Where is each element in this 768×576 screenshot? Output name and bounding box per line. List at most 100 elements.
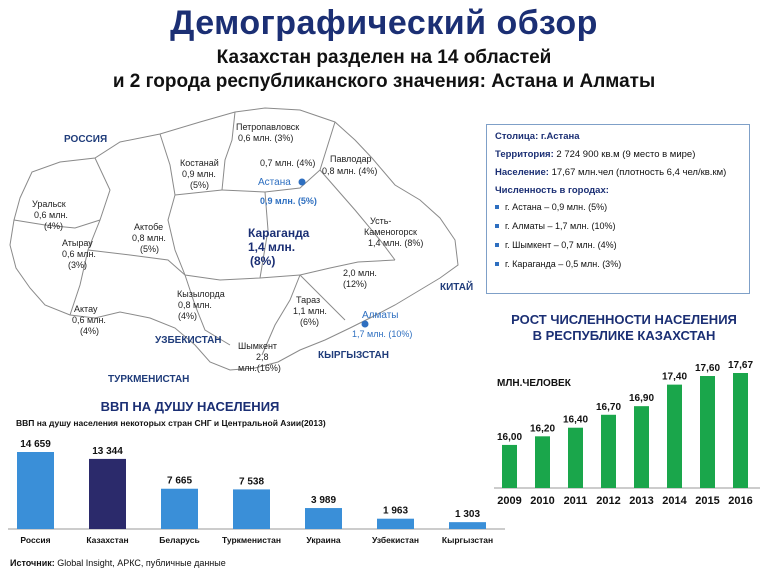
- growth-bar: [634, 406, 649, 488]
- subtitle-line-1: Казахстан разделен на 14 областей: [216, 47, 552, 68]
- country-info-box: Столица: г.Астана Территория: 2 724 900 …: [486, 124, 750, 294]
- country-china: КИТАЙ: [440, 280, 473, 293]
- svg-text:2,0 млн.: 2,0 млн.: [343, 268, 377, 278]
- gdp-category-label: Узбекистан: [372, 535, 419, 545]
- list-item: г. Шымкент – 0,7 млн. (4%): [495, 238, 741, 252]
- list-item: г. Астана – 0,9 млн. (5%): [495, 200, 741, 214]
- growth-data-label: 17,40: [662, 372, 687, 383]
- svg-text:0,6 млн.: 0,6 млн.: [62, 249, 96, 259]
- gdp-bar: [305, 508, 342, 529]
- region-pavlodar: Павлодар 0,8 млн. (4%): [322, 154, 377, 176]
- svg-text:1,7 млн. (10%): 1,7 млн. (10%): [352, 329, 412, 339]
- territory-value: 2 724 900 кв.м (9 место в мире): [556, 149, 696, 160]
- svg-text:(6%): (6%): [300, 317, 319, 327]
- growth-category-label: 2011: [564, 495, 588, 507]
- region-border: [174, 189, 223, 196]
- list-item: г. Караганда – 0,5 млн. (3%): [495, 257, 741, 271]
- source-note: Источник: Global Insight, АРКС, публичны…: [10, 558, 226, 568]
- growth-category-label: 2016: [728, 495, 752, 507]
- gdp-category-label: Казахстан: [86, 535, 128, 545]
- growth-bar: [601, 414, 616, 488]
- region-taraz: Тараз 1,1 млн. (6%): [293, 295, 327, 327]
- svg-text:0,9 млн. (5%): 0,9 млн. (5%): [260, 196, 317, 206]
- growth-category-label: 2013: [629, 495, 653, 507]
- growth-bar: [733, 373, 748, 488]
- growth-title-line-1: РОСТ ЧИСЛЕННОСТИ НАСЕЛЕНИЯ: [511, 312, 737, 327]
- region-akmola: 0,7 млн. (4%): [260, 158, 315, 168]
- kazakhstan-map: РОССИЯ КИТАЙ УЗБЕКИСТАН ТУРКМЕНИСТАН КЫР…: [9, 107, 473, 385]
- region-border: [259, 191, 269, 279]
- svg-text:0,7 млн. (4%): 0,7 млн. (4%): [260, 158, 315, 168]
- gdp-bar: [377, 518, 414, 529]
- region-border: [261, 274, 301, 356]
- svg-text:Павлодар: Павлодар: [330, 154, 371, 164]
- svg-text:1,1 млн.: 1,1 млн.: [293, 306, 327, 316]
- region-shymkent: Шымкент 2,8 млн.(16%): [238, 341, 281, 373]
- svg-text:(12%): (12%): [343, 279, 367, 289]
- growth-bar: [502, 444, 517, 488]
- region-border: [221, 111, 236, 191]
- svg-text:0,6 млн.: 0,6 млн.: [72, 315, 106, 325]
- capital-label: Столица:: [495, 131, 539, 142]
- svg-text:(4%): (4%): [178, 311, 197, 321]
- astana-city-dot: [298, 178, 306, 186]
- growth-chart-title: РОСТ ЧИСЛЕННОСТИ НАСЕЛЕНИЯ В РЕСПУБЛИКЕ …: [480, 312, 768, 344]
- svg-text:Актау: Актау: [74, 304, 98, 314]
- svg-text:2,8: 2,8: [256, 352, 269, 362]
- cities-list: г. Астана – 0,9 млн. (5%) г. Алматы – 1,…: [495, 200, 741, 271]
- city-astana: Астана 0,9 млн. (5%): [258, 177, 317, 206]
- gdp-chart-subtitle: ВВП на душу населения некоторых стран СН…: [16, 418, 326, 428]
- growth-data-label: 16,00: [497, 432, 522, 443]
- region-border: [13, 219, 101, 229]
- svg-text:Актобе: Актобе: [134, 222, 163, 232]
- gdp-bar: [233, 489, 270, 529]
- growth-chart-unit: МЛН.ЧЕЛОВЕК: [497, 378, 571, 389]
- gdp-bar: [17, 452, 54, 529]
- growth-category-label: 2009: [497, 495, 521, 507]
- svg-text:Уральск: Уральск: [32, 199, 66, 209]
- almaty-city-dot: [361, 320, 369, 328]
- region-uralsk: Уральск 0,6 млн. (4%): [32, 199, 68, 231]
- region-kostanai: Костанай 0,9 млн. (5%): [180, 158, 219, 190]
- svg-text:Костанай: Костанай: [180, 158, 219, 168]
- gdp-bar: [449, 522, 486, 529]
- capital-value: г.Астана: [540, 131, 580, 142]
- svg-text:(4%): (4%): [44, 221, 63, 231]
- gdp-category-label: Туркменистан: [222, 535, 281, 545]
- growth-bar: [700, 376, 715, 488]
- growth-bar: [568, 427, 583, 488]
- population-label: Население:: [495, 167, 549, 178]
- region-border: [299, 259, 396, 276]
- growth-category-label: 2012: [596, 495, 620, 507]
- svg-text:(8%): (8%): [250, 254, 275, 268]
- region-ust-kamenogorsk: Усть- Каменогорск 1,4 млн. (8%): [364, 216, 423, 248]
- svg-text:(4%): (4%): [80, 326, 99, 336]
- growth-data-label: 16,20: [530, 423, 555, 434]
- gdp-data-label: 13 344: [92, 446, 123, 457]
- growth-category-label: 2010: [530, 495, 554, 507]
- region-karaganda: Караганда 1,4 млн. (8%): [248, 226, 310, 268]
- country-kyrgyzstan: КЫРГЫЗСТАН: [318, 350, 389, 361]
- region-border: [299, 274, 346, 321]
- gdp-bar: [161, 488, 198, 529]
- svg-text:1,4 млн. (8%): 1,4 млн. (8%): [368, 238, 423, 248]
- country-turkmenistan: ТУРКМЕНИСТАН: [108, 374, 189, 385]
- gdp-category-label: Кыргызстан: [442, 535, 493, 545]
- svg-text:0,9 млн.: 0,9 млн.: [182, 169, 216, 179]
- region-border: [221, 121, 336, 193]
- gdp-chart-title: ВВП НА ДУШУ НАСЕЛЕНИЯ: [100, 399, 280, 414]
- population-value: 17,67 млн.чел (плотность 6,4 чел/кв.км): [551, 167, 727, 178]
- region-aktau: Актау 0,6 млн. (4%): [72, 304, 106, 336]
- svg-text:Шымкент: Шымкент: [238, 341, 277, 351]
- gdp-data-label: 7 538: [239, 476, 264, 487]
- svg-text:Кызылорда: Кызылорда: [177, 289, 225, 299]
- page-subtitle: Казахстан разделен на 14 областей и 2 го…: [0, 46, 768, 94]
- territory-row: Территория: 2 724 900 кв.м (9 место в ми…: [495, 148, 741, 162]
- subtitle-line-2: и 2 города республиканского значения: Ас…: [112, 71, 656, 92]
- country-uzbekistan: УЗБЕКИСТАН: [155, 335, 222, 346]
- region-border: [319, 169, 396, 261]
- growth-data-label: 16,90: [629, 393, 654, 404]
- source-label: Источник:: [10, 558, 55, 568]
- growth-category-label: 2014: [662, 495, 687, 507]
- svg-text:1,4 млн.: 1,4 млн.: [248, 240, 295, 254]
